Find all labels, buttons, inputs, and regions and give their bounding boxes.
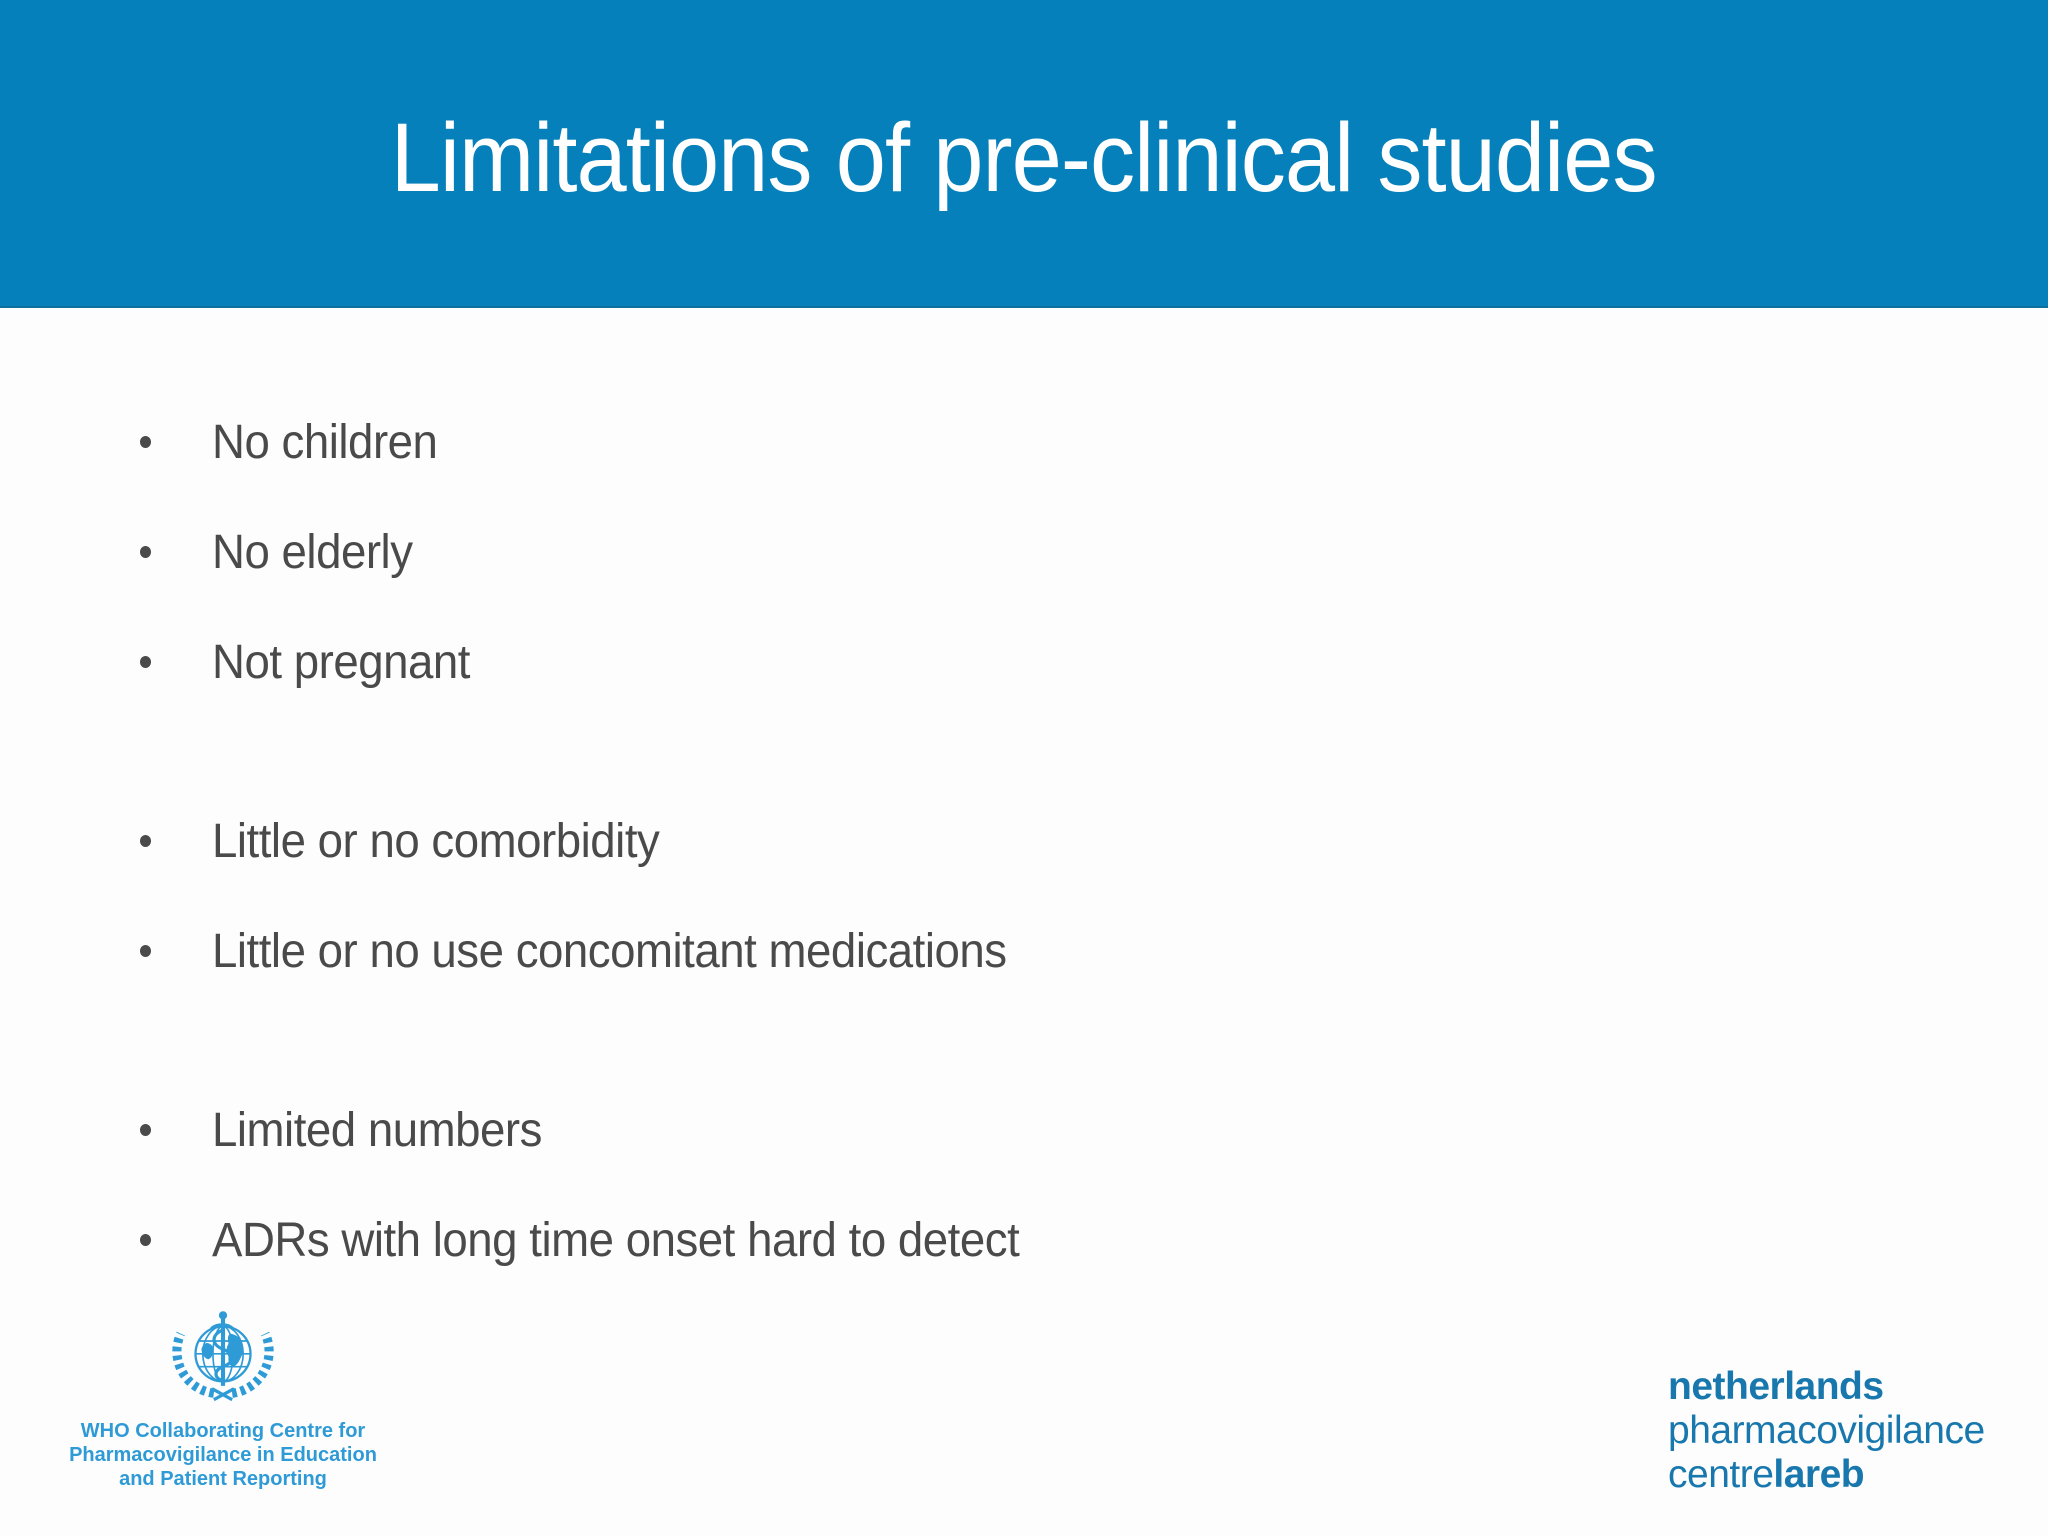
- who-logo: WHO Collaborating Centre for Pharmacovig…: [63, 1296, 383, 1491]
- list-item: No elderly: [140, 497, 1840, 607]
- bullet-label: Little or no comorbidity: [212, 814, 660, 868]
- bullet-dot-icon: [140, 546, 151, 558]
- bullet-dot-icon: [140, 656, 151, 668]
- lareb-logo: netherlands pharmacovigilance centrelare…: [1668, 1365, 1985, 1497]
- bullet-dot-icon: [140, 1234, 151, 1246]
- bullet-dot-icon: [140, 945, 151, 957]
- bullet-label: Not pregnant: [212, 635, 470, 689]
- bullet-group-detection: Limited numbers ADRs with long time onse…: [140, 1075, 1840, 1295]
- bullet-dot-icon: [140, 835, 151, 847]
- bullet-group-population: No children No elderly Not pregnant: [140, 387, 1840, 717]
- title-banner: Limitations of pre-clinical studies: [0, 0, 2048, 308]
- who-caption-line: WHO Collaborating Centre for: [80, 1420, 366, 1442]
- bullet-label: ADRs with long time onset hard to detect: [212, 1213, 1020, 1267]
- lareb-logo-line3: centrelareb: [1668, 1453, 1985, 1497]
- who-caption-line: Pharmacovigilance in Education: [69, 1444, 377, 1466]
- list-item: ADRs with long time onset hard to detect: [140, 1185, 1840, 1295]
- lareb-logo-lareb: lareb: [1773, 1453, 1865, 1496]
- page-title: Limitations of pre-clinical studies: [390, 103, 1658, 212]
- list-item: Not pregnant: [140, 607, 1840, 717]
- who-emblem-icon: [172, 1311, 274, 1402]
- bullet-label: Little or no use concomitant medications: [212, 924, 1007, 978]
- list-item: Little or no comorbidity: [140, 786, 1840, 896]
- who-caption: WHO Collaborating Centre for Pharmacovig…: [63, 1419, 383, 1491]
- lareb-logo-line2: pharmacovigilance: [1668, 1409, 1985, 1452]
- list-item: Little or no use concomitant medications: [140, 896, 1840, 1006]
- lareb-logo-centre: centre: [1668, 1453, 1774, 1496]
- bullet-label: Limited numbers: [212, 1103, 542, 1157]
- bullet-dot-icon: [140, 436, 151, 448]
- who-caption-line: and Patient Reporting: [119, 1468, 327, 1490]
- list-item: No children: [140, 387, 1840, 497]
- list-item: Limited numbers: [140, 1075, 1840, 1185]
- lareb-logo-line1: netherlands: [1668, 1365, 1884, 1408]
- bullet-group-comorbidity: Little or no comorbidity Little or no us…: [140, 786, 1840, 1006]
- bullet-label: No elderly: [212, 525, 413, 579]
- slide-body: No children No elderly Not pregnant Litt…: [140, 387, 1840, 1295]
- bullet-label: No children: [212, 415, 438, 469]
- bullet-dot-icon: [140, 1124, 151, 1136]
